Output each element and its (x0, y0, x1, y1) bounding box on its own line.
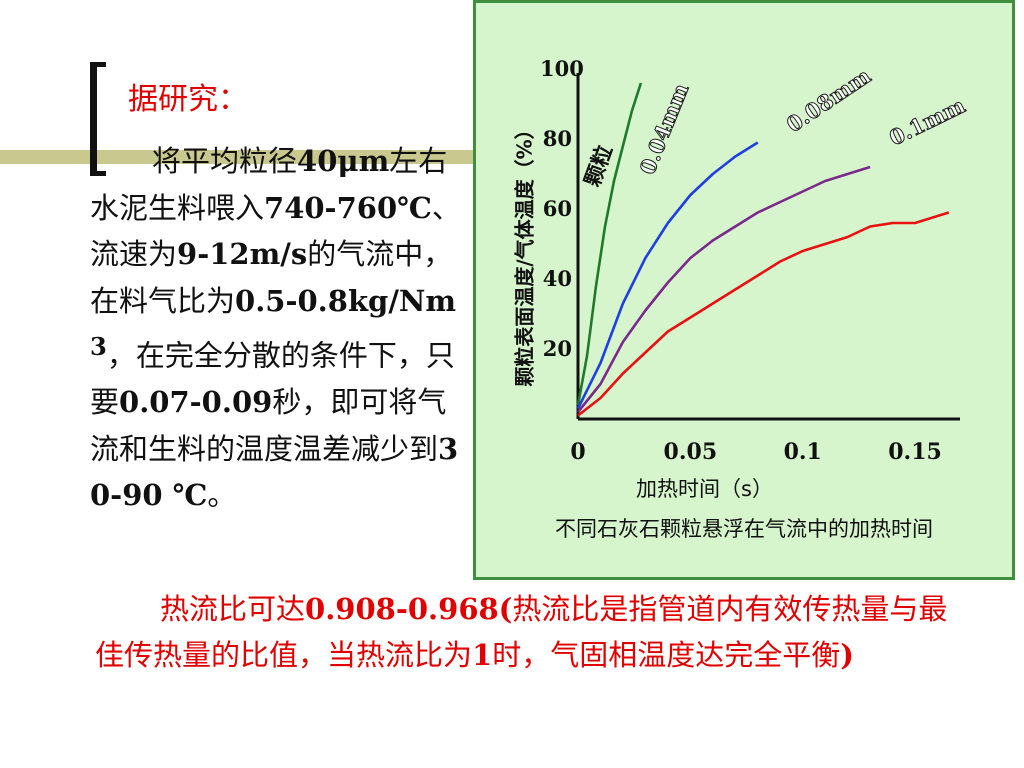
text-run: 左右水泥生料喂入 (90, 144, 448, 225)
series-label: 颗粒 (579, 142, 617, 190)
x-tick-label: 0.15 (888, 439, 942, 465)
text-run: 3 (90, 332, 107, 361)
text-run: 热流比是指管道内有效传热量与最佳传热量的比值，当热流比为 (95, 592, 948, 672)
y-tick-label: 40 (543, 266, 572, 291)
bracket-decoration (90, 62, 106, 176)
series-line-3 (577, 211, 950, 417)
text-run: 热流比可达 (160, 592, 306, 626)
series-line-1 (576, 141, 759, 410)
text-run: 30-90 ℃ (90, 431, 459, 513)
text-run: 秒，即可将气流和生料的温度温差减少到 (90, 385, 447, 466)
heating-time-chart: 0 0.05 0.1 0.15 20 40 60 80 100 颗粒 0.04mm 0.08mm 0.1… (540, 56, 969, 465)
text-run: 740-760℃ (264, 190, 432, 225)
text-run: 9-12m/s (177, 237, 308, 271)
y-tick-label: 60 (543, 196, 572, 221)
text-run: 的气流中，在料气比为 (90, 237, 453, 318)
x-axis-label: 加热时间（s） (636, 477, 773, 501)
body-paragraph: 将平均粒径40μm左右水泥生料喂入740-760℃、流速为9-12m/s的气流中… (90, 138, 475, 519)
series-line-2 (576, 165, 871, 413)
text-run: ，在完全分散的条件下，只要 (90, 338, 455, 420)
series-label: 0.08mm (782, 63, 875, 137)
y-tick-label: 100 (540, 56, 584, 81)
text-run: 1 (472, 638, 493, 672)
heat-flow-ratio-note: 热流比可达0.908-0.968(热流比是指管道内有效传热量与最佳传热量的比值，… (95, 586, 975, 678)
text-run: ) (840, 638, 854, 672)
x-tick-label: 0 (570, 439, 585, 465)
text-run: 40μm (297, 144, 390, 178)
x-tick-label: 0.05 (664, 439, 718, 465)
text-run: 0.5-0.8kg/Nm (235, 283, 457, 318)
series-label: 0.1mm (885, 93, 969, 151)
text-run: 。 (207, 478, 237, 513)
chart-panel: 0 0.05 0.1 0.15 20 40 60 80 100 颗粒 0.04mm 0.08mm 0.1… (473, 0, 1015, 580)
text-run: 0.908-0.968( (305, 592, 513, 626)
text-run: 、流速为 (90, 190, 461, 272)
y-tick-label: 20 (543, 336, 572, 361)
series-line-0 (576, 82, 643, 406)
text-run: 将平均粒径 (152, 144, 298, 178)
y-tick-label: 80 (543, 126, 572, 151)
text-run: 时，气固相温度达完全平衡 (492, 638, 841, 672)
series-label: 0.04mm (634, 80, 693, 178)
section-heading: 据研究： (128, 82, 248, 117)
x-tick-label: 0.1 (784, 439, 822, 465)
chart-caption: 不同石灰石颗粒悬浮在气流中的加热时间 (555, 517, 933, 541)
text-run: 0.07-0.09 (119, 385, 273, 420)
decorative-rule (0, 150, 475, 164)
